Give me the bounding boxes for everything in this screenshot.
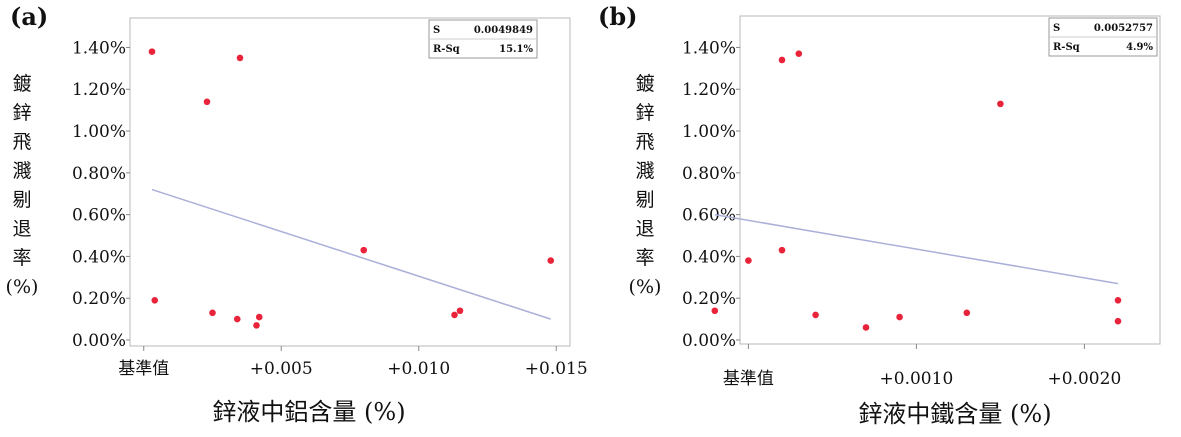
y-axis-label-char: 濺 [12,160,31,182]
stats-value: 15.1% [499,44,533,55]
x-tick-label: +0.0010 [880,369,954,389]
y-tick-label: 0.00% [72,331,126,351]
data-point [203,98,211,106]
data-point [778,246,786,254]
data-point [255,313,263,321]
panel-label: (b) [598,2,638,31]
y-axis-label-unit: (%) [6,276,39,298]
y-axis-label-char: 剔 [12,189,31,211]
regression-line [151,188,551,320]
data-point [1114,317,1122,325]
y-tick-label: 0.60% [72,206,126,226]
data-point [456,307,464,315]
y-axis-label-char: 率 [12,247,31,269]
y-tick-label: 0.20% [682,289,736,309]
stats-value: 0.0052757 [1094,23,1153,34]
stats-label: R-Sq [433,44,460,55]
y-tick-label: 0.00% [682,331,736,351]
x-axis-label: 鋅液中鋁含量 (%) [212,398,405,426]
x-tick-label: +0.0020 [1048,369,1122,389]
scatter-panel-a: (a) 0.00% 0.20% 0.40% 0.60% 0.80% 1.00% 1.20% 1.… [6,2,588,426]
data-point [253,322,260,329]
x-tick-label: 基準值 [723,369,774,389]
y-tick-label: 1.00% [72,122,126,142]
y-axis-label-char: 率 [635,247,654,269]
data-point [233,315,241,323]
y-axis-label-char: 鋅 [12,102,31,124]
scatter-panel-b: (b) 0.00% 0.20% 0.40% 0.60% 0.80% 1.00% 1.20% 1.… [598,2,1161,428]
panel-label: (a) [10,2,48,31]
data-point [778,56,786,64]
y-axis-label-char: 濺 [635,160,654,182]
x-tick-label: +0.005 [250,359,313,379]
y-tick-label: 1.20% [72,80,126,100]
y-tick-label: 0.40% [682,247,736,267]
data-point [862,324,870,331]
y-tick-label: 1.00% [682,122,736,142]
stats-label: S [433,25,440,36]
y-tick-label: 0.40% [72,247,126,267]
data-point [360,246,368,254]
y-axis-label-char: 鍍 [635,73,654,95]
y-axis-label-char: 退 [12,218,31,240]
regression-line [714,213,1119,285]
data-point [896,313,903,321]
data-point [795,50,803,58]
y-tick-label: 0.60% [682,206,736,226]
stats-value: 0.0049849 [474,25,533,36]
y-axis-label-char: 飛 [635,131,654,153]
data-point [209,309,216,317]
data-point [711,307,719,315]
data-point [997,100,1004,108]
data-point [963,309,971,317]
data-point [451,311,458,319]
y-axis-label-char: 退 [635,218,654,240]
plot-frame [739,15,1161,345]
x-axis-label: 鋅液中鐵含量 (%) [858,400,1051,428]
data-point [1114,296,1122,304]
stats-label: S [1053,23,1060,34]
y-tick-label: 1.40% [72,38,126,58]
x-tick-label: +0.010 [387,359,450,379]
x-tick-label: +0.015 [525,359,588,379]
y-axis-label-char: 鍍 [12,73,31,95]
data-point [745,257,752,264]
data-point [236,54,244,62]
y-tick-label: 1.20% [682,80,736,100]
stats-value: 4.9% [1126,42,1153,53]
y-tick-label: 0.80% [72,164,126,184]
y-tick-label: 0.80% [682,164,736,184]
stats-label: R-Sq [1053,42,1080,53]
y-tick-label: 1.40% [682,38,736,58]
y-axis-label-unit: (%) [629,276,662,298]
y-axis-label-char: 剔 [635,189,654,211]
data-point [812,311,819,319]
data-point [151,296,159,304]
x-tick-label: 基準值 [118,359,169,379]
plot-frame [129,17,571,347]
y-axis-label-char: 鋅 [635,102,654,124]
y-axis-label-char: 飛 [12,131,31,153]
data-point [547,257,555,264]
data-point [148,48,156,55]
y-tick-label: 0.20% [72,289,126,309]
